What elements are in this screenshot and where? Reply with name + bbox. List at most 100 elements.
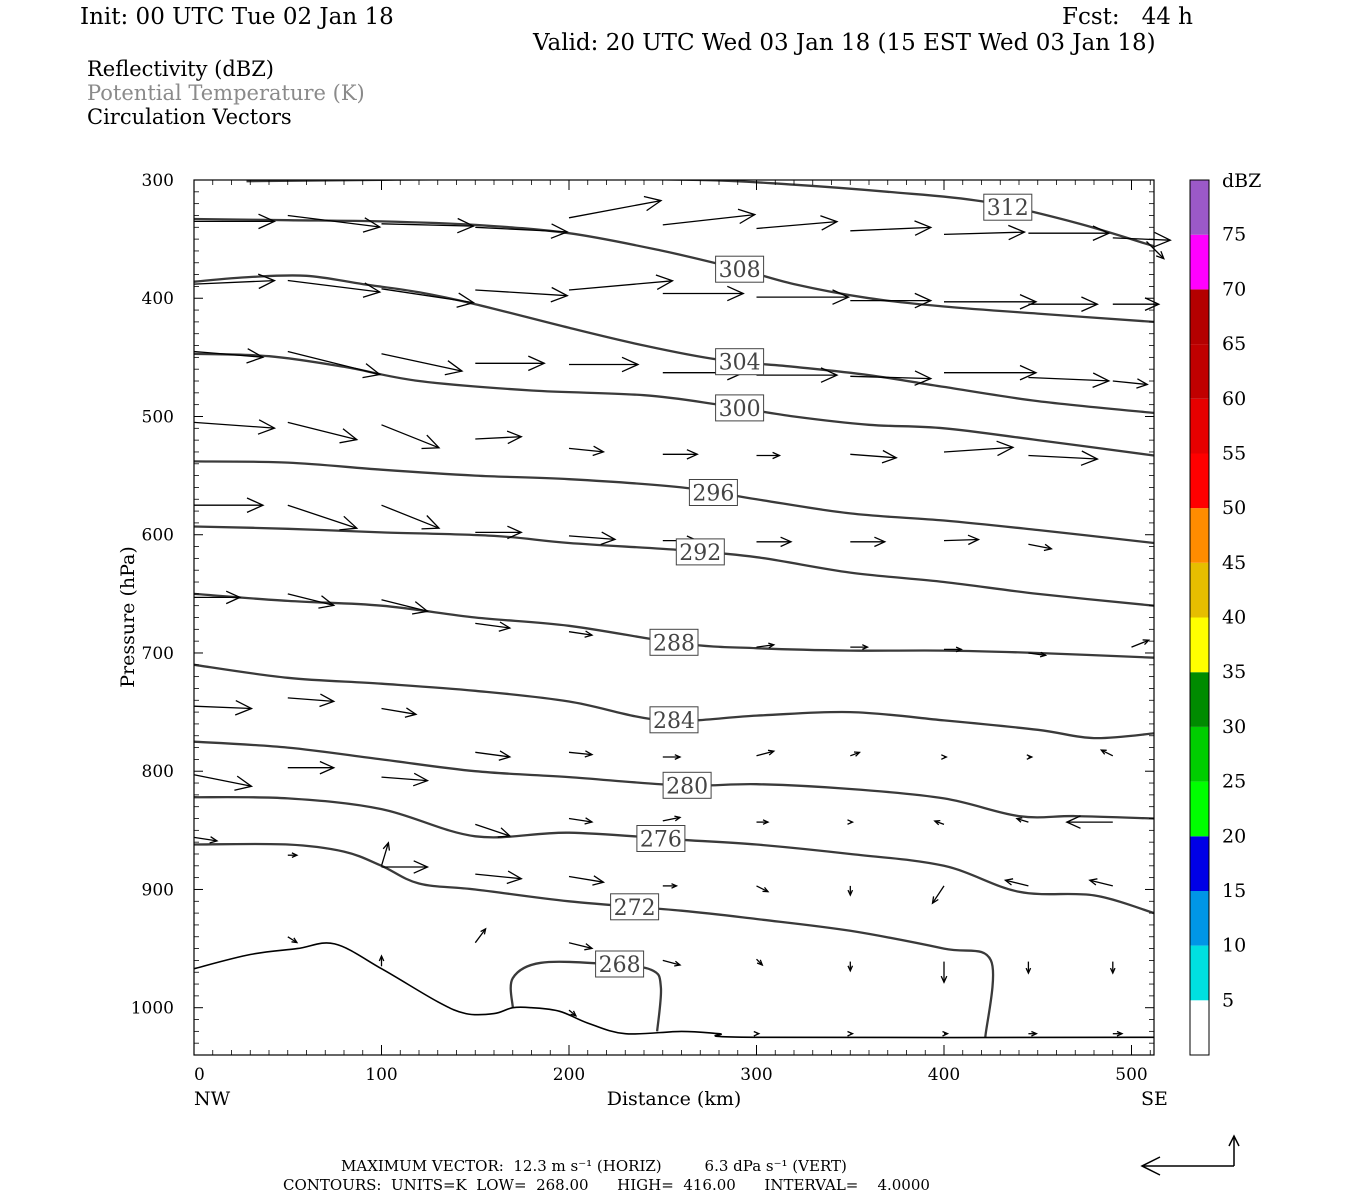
wind-vector: [381, 424, 441, 450]
wind-vector: [193, 700, 254, 716]
colorbar-level-label: 15: [1222, 880, 1246, 902]
wind-vector: [287, 693, 336, 708]
wind-vector: [942, 1030, 950, 1037]
colorbar-level-label: 35: [1222, 661, 1246, 683]
wind-vector: [1003, 878, 1029, 887]
colorbar-level-label: 10: [1222, 935, 1246, 957]
x-tick-label: 400: [928, 1065, 960, 1085]
wind-vector-head: [1092, 372, 1111, 389]
wind-vector-shaft: [381, 599, 428, 612]
isentrope-layer: [194, 180, 1154, 1038]
wind-vector-head: [550, 223, 569, 239]
wind-vector-head: [1019, 364, 1038, 381]
wind-vector: [850, 536, 887, 548]
wind-vector-shaft: [475, 622, 510, 629]
wind-vector: [568, 274, 675, 291]
wind-vector-shaft: [1028, 376, 1109, 382]
wind-vector-head: [421, 434, 441, 450]
wind-vector-shaft: [662, 959, 681, 966]
wind-vector-shaft: [756, 885, 769, 893]
x-tick-label: 500: [1115, 1065, 1147, 1085]
legend-reflectivity: Reflectivity (dBZ): [87, 57, 275, 81]
wind-vector: [1088, 878, 1113, 887]
colorbar-segment: [1190, 781, 1209, 837]
wind-vector: [568, 195, 663, 219]
wind-vector-shaft: [1005, 879, 1029, 887]
wind-vector-head: [444, 360, 464, 376]
wind-vector: [475, 750, 512, 761]
wind-vector: [568, 630, 594, 638]
wind-vector: [381, 707, 418, 718]
wind-vector-head: [506, 870, 523, 885]
contour-label-276: 276: [640, 828, 682, 853]
wind-vector-head: [756, 959, 764, 967]
y-axis-title: Pressure (hPa): [117, 546, 139, 688]
wind-vector: [940, 961, 948, 984]
wind-vector-head: [1144, 297, 1161, 311]
wind-vector-head: [592, 875, 606, 886]
contour-label-box-280: [662, 771, 712, 799]
isentrope-276: [194, 795, 1154, 915]
reference-vector: [1140, 1134, 1240, 1176]
wind-vector-head: [820, 367, 839, 383]
wind-vector-shaft: [381, 223, 474, 227]
wind-vector-shaft: [568, 942, 593, 950]
wind-vector: [1109, 961, 1116, 975]
wind-vector: [193, 836, 219, 844]
wind-vector: [287, 421, 359, 444]
contour-label-box-296: [688, 479, 738, 506]
wind-vector: [933, 819, 945, 826]
colorbar-segment: [1190, 1000, 1209, 1055]
wind-vector-shaft: [193, 705, 252, 710]
colorbar-segment: [1190, 617, 1209, 673]
wind-vector-head: [291, 852, 299, 858]
wind-vector: [662, 959, 682, 967]
colorbar-segment: [1190, 726, 1209, 782]
wind-vector-shaft: [475, 823, 511, 837]
wind-vector-head: [584, 943, 594, 951]
wind-vector: [850, 449, 898, 464]
wind-vector: [194, 590, 242, 605]
wind-vector-head: [674, 960, 682, 967]
valid-time: Valid: 20 UTC Wed 03 Jan 18 (15 EST Wed …: [533, 30, 1156, 56]
colorbar-level-label: 40: [1222, 607, 1246, 629]
wind-vector-head: [246, 348, 265, 364]
wind-vector-head: [1136, 378, 1149, 389]
wind-vector-shaft: [381, 504, 440, 529]
colorbar-segment: [1190, 234, 1209, 290]
wind-vector-shaft: [850, 226, 931, 232]
wind-vector-shaft: [934, 820, 945, 826]
footer-contours: CONTOURS: UNITS=K LOW= 268.00 HIGH= 416.…: [283, 1176, 930, 1194]
wind-vector-head: [413, 860, 430, 874]
wind-vector: [475, 286, 569, 303]
wind-vector-shaft: [1028, 543, 1052, 550]
wind-vector: [475, 870, 523, 885]
wind-vector: [287, 214, 382, 233]
wind-vector-shaft: [662, 816, 681, 822]
wind-vector: [475, 525, 523, 540]
wind-vector: [662, 883, 679, 889]
wind-vector: [287, 760, 336, 775]
wind-vector-head: [584, 817, 594, 825]
wind-vector-head: [257, 273, 277, 290]
colorbar-level-label: 50: [1222, 497, 1246, 519]
contour-label-280: 280: [666, 774, 708, 799]
wind-vector-head: [655, 274, 675, 290]
wind-vector-shaft: [287, 214, 380, 228]
wind-vector: [568, 942, 594, 951]
wind-vector-head: [768, 642, 776, 649]
wind-vector: [193, 273, 277, 290]
y-tick-label: 1000: [131, 999, 174, 1019]
wind-vector-shaft: [943, 446, 1014, 453]
x-end-label-right: SE: [1141, 1088, 1168, 1110]
wind-vector-head: [246, 497, 265, 513]
wind-vector-shaft: [943, 538, 979, 542]
y-tick-label: 700: [142, 644, 174, 664]
wind-vector: [378, 954, 385, 967]
contour-label-312: 312: [987, 196, 1029, 221]
wind-vector: [1131, 639, 1151, 648]
wind-vector-shaft: [1112, 237, 1171, 241]
wind-vector: [287, 350, 382, 379]
wind-vector-head: [847, 1030, 855, 1037]
wind-vector: [850, 292, 933, 309]
